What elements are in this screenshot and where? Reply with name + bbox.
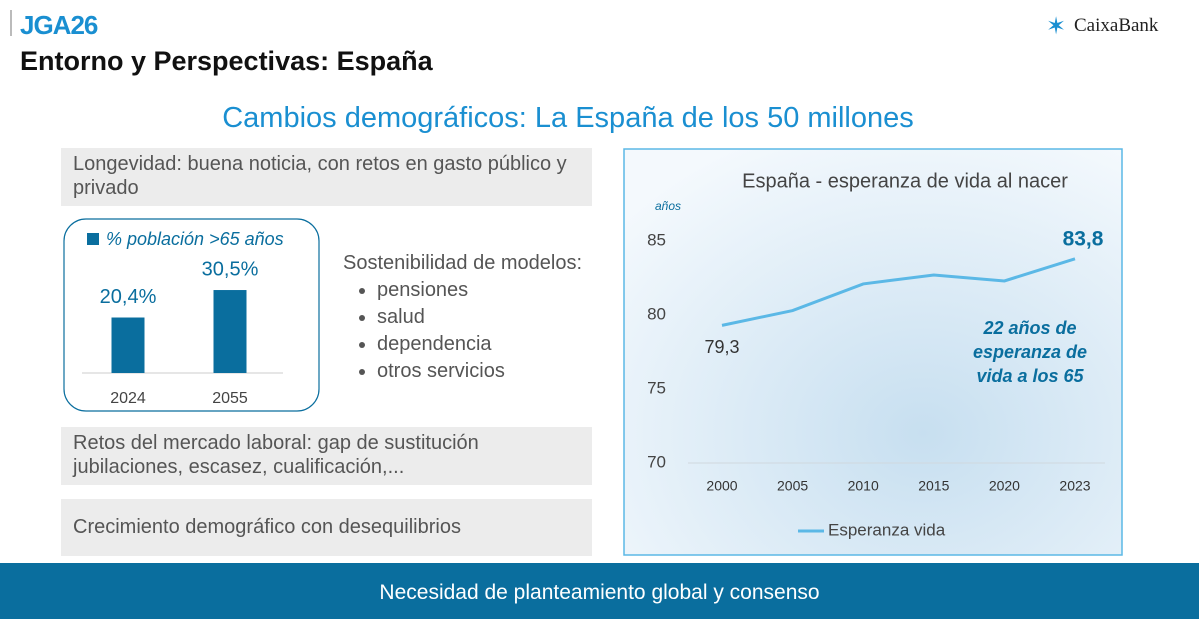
text-box: Longevidad: buena noticia, con retos en … [61,148,592,206]
line [721,257,1076,327]
y-tick-label: 80 [647,304,666,323]
list-item: salud [377,304,505,331]
value-label: 20,4% [100,286,157,308]
chart-title: España - esperanza de vida al nacer [742,170,1068,192]
list-item: pensiones [377,277,505,304]
annotation: 22 años de [982,318,1076,338]
value-label: 30,5% [202,258,259,280]
list-title: Sostenibilidad de modelos: [343,252,583,274]
x-tick-label: 2000 [706,478,737,494]
footer-bar [0,563,1199,619]
y-axis-label: años [655,199,681,213]
legend-swatch [87,233,99,245]
legend-label: Esperanza vida [828,520,946,539]
footer: Necesidad de planteamiento global y cons… [379,581,820,604]
brand-star: ✶ [1046,13,1067,40]
x-tick-label: 2010 [848,478,879,494]
list-item: dependencia [377,331,505,358]
value-label: 79,3 [704,337,739,357]
x-tick-label: 2024 [110,390,146,407]
line-chart-panel [623,148,1123,556]
text-box: Retos del mercado laboral: gap de sustit… [61,427,592,485]
y-tick-label: 70 [647,452,666,471]
text-box: Crecimiento demográfico con desequilibri… [61,499,592,556]
x-tick-label: 2020 [989,478,1020,494]
list: pensionessaluddependenciaotros servicios [343,277,505,385]
bar [111,317,145,373]
legend-label: % población >65 años [106,229,284,249]
title: Entorno y Perspectivas: España [20,46,433,76]
value-label: 83,8 [1063,227,1104,250]
logo: JGA26 [20,10,98,40]
y-tick-label: 85 [647,230,666,249]
divider [10,10,12,36]
brand: CaixaBank [1074,15,1159,36]
annotation: esperanza de [973,342,1087,362]
annotation: vida a los 65 [976,366,1084,386]
x-tick-label: 2005 [777,478,808,494]
bar [213,290,247,373]
x-tick-label: 2015 [918,478,949,494]
subtitle: Cambios demográficos: La España de los 5… [222,102,914,134]
y-tick-label: 75 [647,378,666,397]
x-tick-label: 2055 [212,390,248,407]
list-item: otros servicios [377,358,505,385]
x-tick-label: 2023 [1059,478,1090,494]
